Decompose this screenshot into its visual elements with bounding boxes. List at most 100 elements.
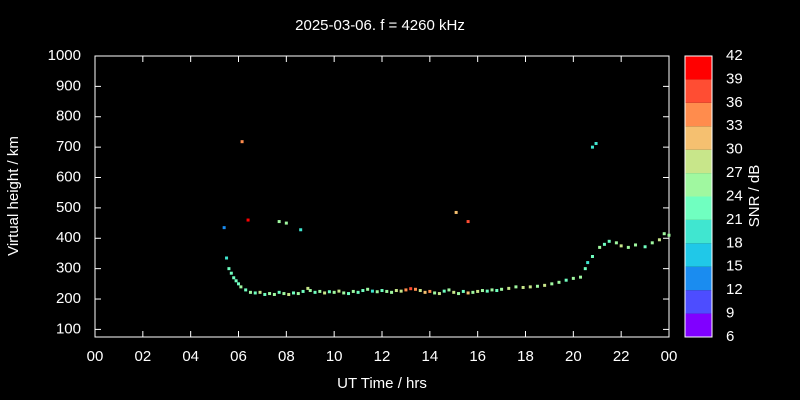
x-tick-label: 16 <box>469 348 486 365</box>
colorbar-tick-label: 42 <box>726 47 743 64</box>
data-point <box>571 276 575 280</box>
data-point <box>586 261 590 265</box>
data-point <box>650 241 654 245</box>
data-point <box>385 289 389 293</box>
colorbar-frame <box>684 55 713 338</box>
y-tick-label: 300 <box>56 260 81 277</box>
colorbar-tick-label: 15 <box>726 258 743 275</box>
data-point <box>342 291 346 295</box>
data-point <box>614 241 618 245</box>
x-tick-label: 18 <box>517 348 534 365</box>
data-point <box>277 290 281 294</box>
colorbar-tick-label: 24 <box>726 187 743 204</box>
colorbar-band <box>685 126 712 150</box>
data-point <box>480 289 484 293</box>
colorbar-tick-label: 36 <box>726 94 743 111</box>
data-point <box>263 292 267 296</box>
data-point <box>409 287 413 291</box>
data-point <box>370 289 374 293</box>
data-point <box>313 290 317 294</box>
colorbar-tick-label: 33 <box>726 117 743 134</box>
data-point <box>234 279 238 283</box>
y-axis-label: Virtual height / km <box>5 136 22 256</box>
data-point <box>643 245 647 249</box>
y-tick-label: 600 <box>56 168 81 185</box>
data-point <box>535 284 539 288</box>
data-point <box>399 289 403 293</box>
data-point <box>390 290 394 294</box>
data-point <box>244 288 248 292</box>
data-point <box>657 238 661 242</box>
data-point <box>287 292 291 296</box>
data-point <box>557 280 561 284</box>
colorbar-tick-label: 39 <box>726 70 743 87</box>
data-point <box>227 267 231 271</box>
colorbar-band <box>685 79 712 103</box>
colorbar-label: SNR / dB <box>746 165 763 228</box>
colorbar-band <box>685 102 712 127</box>
x-tick-label: 20 <box>565 348 582 365</box>
data-point <box>222 226 226 230</box>
data-point <box>327 290 331 294</box>
x-tick-label: 08 <box>278 348 295 365</box>
data-point <box>229 271 233 275</box>
data-point <box>361 289 365 293</box>
data-point <box>634 243 638 247</box>
data-point <box>461 289 465 293</box>
data-point <box>423 290 427 294</box>
data-point <box>394 289 398 293</box>
chart-title: 2025-03-06. f = 4260 kHz <box>295 17 465 34</box>
x-axis-label: UT Time / hrs <box>337 375 427 392</box>
data-point <box>442 289 446 293</box>
data-point <box>433 291 437 295</box>
y-tick-label: 400 <box>56 229 81 246</box>
data-point <box>237 282 240 286</box>
colorbar-band <box>685 290 712 314</box>
colorbar-tick-label: 12 <box>726 281 743 298</box>
data-point <box>550 282 554 286</box>
data-point <box>590 254 594 258</box>
data-point <box>268 292 272 296</box>
data-point <box>466 291 470 295</box>
data-point <box>282 292 286 296</box>
y-tick-label: 1000 <box>48 47 81 64</box>
data-point <box>594 141 598 145</box>
data-point <box>366 287 370 291</box>
y-tick-label: 100 <box>56 320 81 337</box>
data-point <box>490 288 494 292</box>
data-point <box>428 289 432 293</box>
data-point <box>239 285 243 289</box>
colorbar-band <box>685 149 712 174</box>
plot-frame <box>94 55 670 338</box>
data-point <box>521 285 525 289</box>
x-tick-label: 06 <box>230 348 247 365</box>
y-tick-label: 500 <box>56 199 81 216</box>
data-point <box>225 256 229 260</box>
data-point <box>485 289 489 293</box>
data-point <box>292 291 296 295</box>
data-point <box>418 289 422 293</box>
data-point <box>323 291 327 295</box>
x-tick-label: 12 <box>374 348 391 365</box>
data-point <box>528 285 532 289</box>
data-point <box>404 288 408 292</box>
data-point <box>306 286 310 290</box>
data-point <box>471 290 475 294</box>
data-point <box>413 287 417 291</box>
data-point <box>667 233 671 237</box>
data-point <box>602 242 606 246</box>
data-point <box>598 245 602 249</box>
data-point <box>258 290 262 294</box>
colorbar-band <box>685 219 712 244</box>
x-tick-label: 10 <box>326 348 343 365</box>
data-point <box>347 292 351 296</box>
data-point <box>299 228 303 232</box>
data-point <box>246 218 250 222</box>
y-tick-label: 700 <box>56 138 81 155</box>
x-tick-label: 04 <box>182 348 199 365</box>
data-point <box>543 283 547 287</box>
colorbar-tick-label: 6 <box>726 328 734 345</box>
colorbar-band <box>685 196 712 220</box>
data-point <box>356 290 360 294</box>
